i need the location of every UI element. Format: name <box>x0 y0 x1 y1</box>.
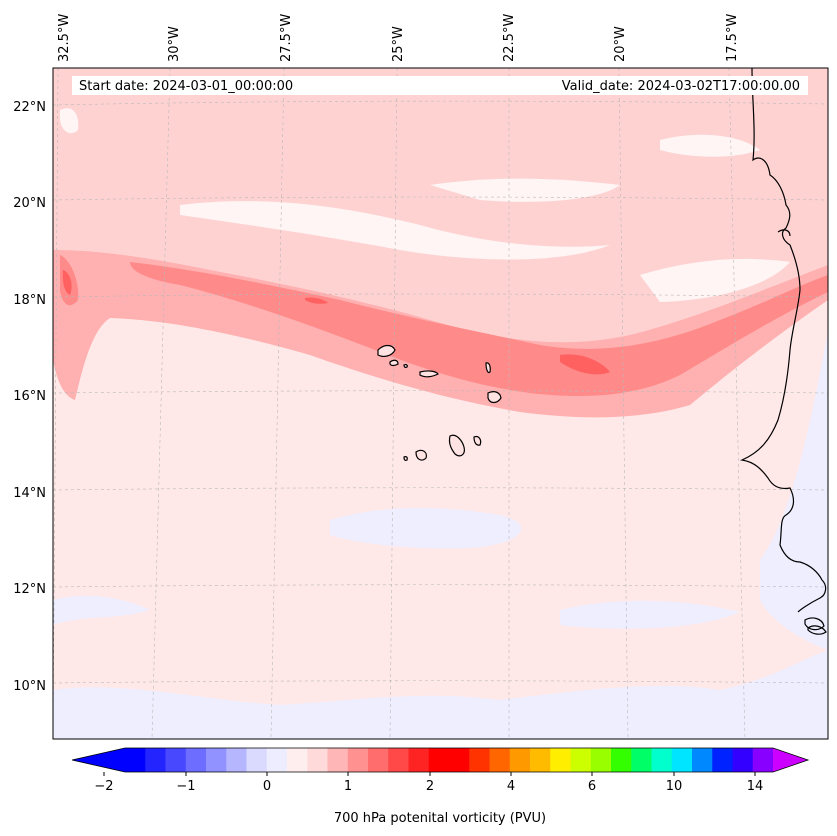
lon-label: 17.5°W <box>725 14 740 62</box>
white-streak-4 <box>660 134 760 157</box>
colorbar-swatch <box>732 748 754 772</box>
colorbar-swatch <box>671 748 693 772</box>
colorbar-tick-label: −1 <box>176 779 195 794</box>
island-boa-vista <box>487 391 502 404</box>
lat-label: 18°N <box>13 293 46 308</box>
colorbar-over-arrow <box>773 748 808 772</box>
island-maio <box>473 435 482 446</box>
colorbar-swatch <box>408 748 430 772</box>
colorbar-swatch <box>307 748 328 772</box>
colorbar-swatch <box>469 748 490 772</box>
band-light-north <box>53 68 828 345</box>
lat-label: 20°N <box>13 196 46 211</box>
white-streak-2 <box>430 178 620 202</box>
colorbar-tick-label: 1 <box>344 779 352 794</box>
coast-notch <box>777 229 791 237</box>
colorbar-swatch <box>509 748 531 772</box>
lat-label: 10°N <box>13 679 46 694</box>
island-santiago <box>448 434 465 457</box>
start-date: Start date: 2024-03-01_00:00:00 <box>79 79 293 94</box>
colorbar-swatch <box>327 748 349 772</box>
white-streak-1 <box>180 201 610 260</box>
colorbar-swatch <box>692 748 713 772</box>
colorbar-swatch <box>570 748 592 772</box>
colorbar-swatch <box>246 748 268 772</box>
colorbar-swatch <box>489 748 511 772</box>
lon-label: 25°W <box>391 26 406 62</box>
cape-verde-islands <box>377 344 502 461</box>
colorbar-swatch <box>428 748 450 772</box>
colorbar-swatch <box>590 748 612 772</box>
valid-date: Valid_date: 2024-03-02T17:00:00.00 <box>562 79 800 94</box>
colorbar-swatch <box>185 748 207 772</box>
map-frame <box>52 67 829 740</box>
lat-label: 22°N <box>13 100 46 115</box>
colorbar-tick-label: 6 <box>588 779 596 794</box>
colorbar-swatch <box>165 748 187 772</box>
colorbar-swatch <box>611 748 632 772</box>
island-brava <box>403 456 408 461</box>
lon-label: 22.5°W <box>502 14 517 62</box>
date-strip <box>72 76 808 95</box>
colorbar-tick-label: 10 <box>666 779 683 794</box>
band-strong <box>130 262 828 396</box>
low-pv-region-west <box>53 595 150 625</box>
colorbar-swatch <box>651 748 673 772</box>
colorbar-swatch <box>206 748 227 772</box>
low-pv-region-south <box>53 650 828 739</box>
colorbar-tick-label: 0 <box>263 779 271 794</box>
colorbar-swatch <box>287 748 308 772</box>
lat-label: 12°N <box>13 582 46 597</box>
white-streak-3 <box>640 258 790 302</box>
graticule <box>53 68 828 739</box>
colorbar-under-arrow <box>72 748 125 772</box>
lon-label: 20°W <box>613 26 628 62</box>
colorbar-swatch <box>125 748 146 772</box>
latitude-labels: 22°N 20°N 18°N 16°N 14°N 12°N 10°N <box>13 100 46 694</box>
island-sao-vicente <box>389 359 399 367</box>
colorbar-tick-label: 2 <box>426 779 434 794</box>
colorbar: −2 −1 0 1 2 4 6 10 14 <box>71 747 810 794</box>
colorbar-label: 700 hPa potenital vorticity (PVU) <box>334 811 546 826</box>
low-pv-region-south-2 <box>560 600 740 629</box>
colorbar-swatch <box>712 748 733 772</box>
island-santa-luzia <box>403 364 408 368</box>
colorbar-tick-label: −2 <box>94 779 113 794</box>
colorbar-tick-label: 14 <box>747 779 764 794</box>
colorbar-swatch <box>145 748 166 772</box>
colorbar-swatch <box>631 748 652 772</box>
colorbar-swatch <box>530 748 551 772</box>
white-streak-5 <box>60 108 79 134</box>
lon-label: 32.5°W <box>57 14 72 62</box>
colorbar-swatch <box>752 748 774 772</box>
band-peak-1 <box>62 270 72 295</box>
colorbar-swatch <box>266 748 288 772</box>
colorbar-swatch <box>226 748 247 772</box>
colorbar-swatch <box>449 748 470 772</box>
island-fogo <box>415 449 427 461</box>
longitude-labels: 32.5°W 30°W 27.5°W 25°W 22.5°W 20°W 17.5°W <box>57 14 740 62</box>
low-pv-region-mid <box>330 508 522 549</box>
lon-label: 27.5°W <box>279 14 294 62</box>
colorbar-swatch <box>368 748 389 772</box>
colorbar-outline <box>71 747 810 773</box>
colorbar-swatch <box>347 748 369 772</box>
coast-islets <box>804 617 827 635</box>
band-peak-3 <box>560 354 610 375</box>
island-sao-nicolau <box>419 370 439 378</box>
island-santo-antao <box>377 344 396 357</box>
island-sal <box>485 362 491 374</box>
map-panel <box>53 68 828 739</box>
lat-label: 16°N <box>13 389 46 404</box>
west-africa-coastline <box>739 68 827 613</box>
lat-label: 14°N <box>13 486 46 501</box>
band-peak-2 <box>305 297 328 304</box>
lon-label: 30°W <box>167 26 182 62</box>
colorbar-swatch <box>550 748 571 772</box>
low-pv-region-east <box>760 330 828 650</box>
colorbar-swatch <box>388 748 409 772</box>
colorbar-tick-label: 4 <box>507 779 515 794</box>
